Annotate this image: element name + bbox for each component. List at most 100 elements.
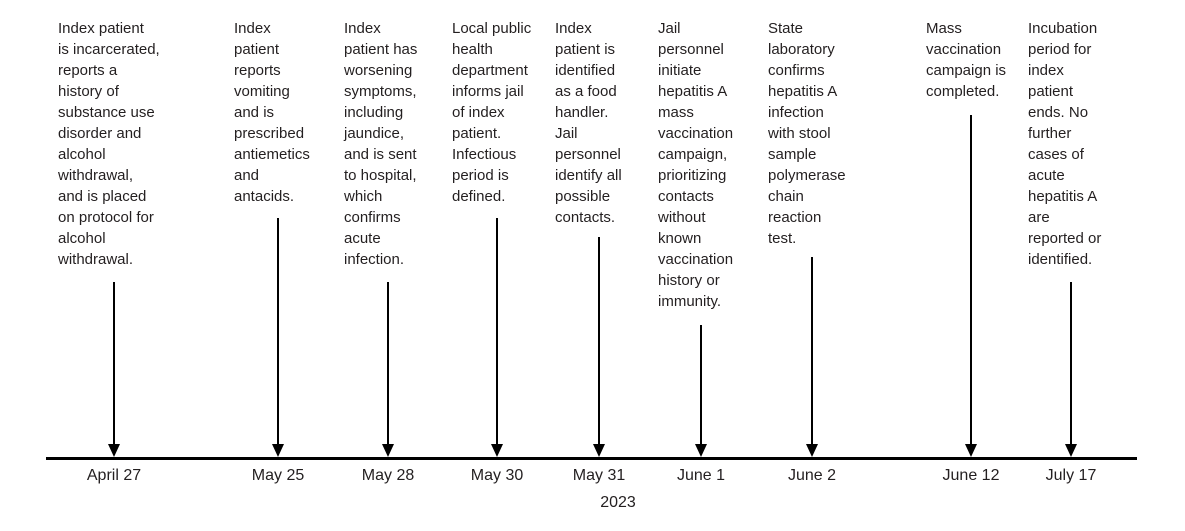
event-description-line: reports (234, 62, 281, 79)
event-description-line: Jail (658, 20, 681, 37)
event-description-line: including (344, 104, 404, 121)
event-description-line: confirms (344, 209, 401, 226)
event-description-line: on protocol for (58, 209, 154, 226)
timeline-date-label: June 1 (676, 467, 726, 484)
event-description-line: antiemetics (234, 146, 310, 163)
event-description-line: substance use (58, 104, 155, 121)
event-arrow-line (598, 237, 600, 445)
event-description-line: vaccination (926, 41, 1002, 58)
event-description-line: are (1028, 209, 1050, 226)
event-description-line: history or (658, 272, 720, 289)
event-description-line: acute (344, 230, 381, 247)
event-description-line: index (1028, 62, 1064, 79)
event-description-line: campaign is (926, 62, 1007, 79)
event-description-line: mass (658, 104, 694, 121)
event-description-line: reaction (768, 209, 822, 226)
event-description-line: test. (768, 230, 797, 247)
event-description-line: Mass (926, 20, 962, 37)
event-description-line: contacts (658, 188, 714, 205)
timeline-date-label: May 25 (251, 467, 305, 484)
event-arrow-line (387, 282, 389, 445)
event-description-line: chain (768, 188, 804, 205)
event-arrow-line (811, 257, 813, 445)
event-description-line: Local public (452, 20, 532, 37)
down-arrow-icon (965, 444, 977, 457)
event-description-line: completed. (926, 83, 1000, 100)
event-description-line: polymerase (768, 167, 846, 184)
event-description-line: infection (768, 104, 824, 121)
event-description-line: vaccination (658, 125, 734, 142)
event-description: Jail personnel initiate hepatitis A mass vacc… (658, 18, 733, 312)
event-description-line: Infectious (452, 146, 517, 163)
event-description-line: known (658, 230, 702, 247)
event-description-line: sample (768, 146, 817, 163)
event-description-line: withdrawal, (58, 167, 134, 184)
event-description-line: State (768, 20, 804, 37)
event-description-line: Incubation (1028, 20, 1098, 37)
event-description-line: infection. (344, 251, 405, 268)
down-arrow-icon (108, 444, 120, 457)
event-description-line: and is sent (344, 146, 417, 163)
event-arrow-line (113, 282, 115, 445)
event-description-line: disorder and (58, 125, 142, 142)
event-description-line: further (1028, 125, 1072, 142)
timeline-axis (46, 457, 1137, 460)
event-description: State laboratory confirms hepatitis A infect… (768, 18, 846, 249)
down-arrow-icon (1065, 444, 1077, 457)
event-description-line: ends. No (1028, 104, 1089, 121)
event-description-line: hepatitis A (658, 83, 728, 100)
event-description-line: personnel (555, 146, 621, 163)
event-description: Local public health department informs jail… (452, 18, 531, 207)
event-description: Incubation period for index patient ends. No… (1028, 18, 1101, 270)
event-description-line: prescribed (234, 125, 305, 142)
event-arrow-line (970, 115, 972, 445)
event-description-line: which (344, 188, 383, 205)
event-description-line: and is (234, 104, 275, 121)
event-description-line: campaign, (658, 146, 728, 163)
event-description-line: laboratory (768, 41, 835, 58)
event-description: Index patient has worsening symptoms, includ… (344, 18, 417, 270)
down-arrow-icon (695, 444, 707, 457)
event-description-line: personnel (658, 41, 724, 58)
event-description-line: confirms (768, 62, 825, 79)
event-description-line: identified (555, 62, 616, 79)
event-description-line: as a food (555, 83, 617, 100)
event-description-line: vomiting (234, 83, 290, 100)
event-description-line: withdrawal. (58, 251, 134, 268)
event-description-line: to hospital, (344, 167, 417, 184)
down-arrow-icon (382, 444, 394, 457)
event-arrow-line (496, 218, 498, 445)
timeline-date-label: May 28 (361, 467, 415, 484)
event-arrow-line (1070, 282, 1072, 445)
event-description-line: and (234, 167, 260, 184)
event-description-line: Jail (555, 125, 578, 142)
event-description-line: department (452, 62, 528, 79)
event-description-line: patient (234, 41, 280, 58)
event-description-line: health (452, 41, 493, 58)
down-arrow-icon (593, 444, 605, 457)
event-description-line: possible (555, 188, 611, 205)
event-description: Index patient is identified as a food handle… (555, 18, 622, 228)
down-arrow-icon (491, 444, 503, 457)
event-description-line: history of (58, 83, 119, 100)
event-description-line: and is placed (58, 188, 147, 205)
down-arrow-icon (806, 444, 818, 457)
event-description-line: identified. (1028, 251, 1093, 268)
event-description-line: patient is (555, 41, 616, 58)
event-description-line: Index (344, 20, 381, 37)
event-description-line: period is (452, 167, 509, 184)
event-description: Index patient reports vomiting and is prescri… (234, 18, 310, 207)
down-arrow-icon (272, 444, 284, 457)
event-description-line: reports a (58, 62, 118, 79)
event-description-line: patient. (452, 125, 502, 142)
event-description-line: reported or (1028, 230, 1102, 247)
event-description-line: worsening (344, 62, 413, 79)
event-description-line: contacts. (555, 209, 616, 226)
timeline-date-label: July 17 (1045, 467, 1097, 484)
event-description-line: is incarcerated, (58, 41, 160, 58)
event-description-line: without (658, 209, 706, 226)
event-description-line: hepatitis A (768, 83, 838, 100)
event-description-line: Index patient (58, 20, 144, 37)
event-description-line: with stool (768, 125, 831, 142)
